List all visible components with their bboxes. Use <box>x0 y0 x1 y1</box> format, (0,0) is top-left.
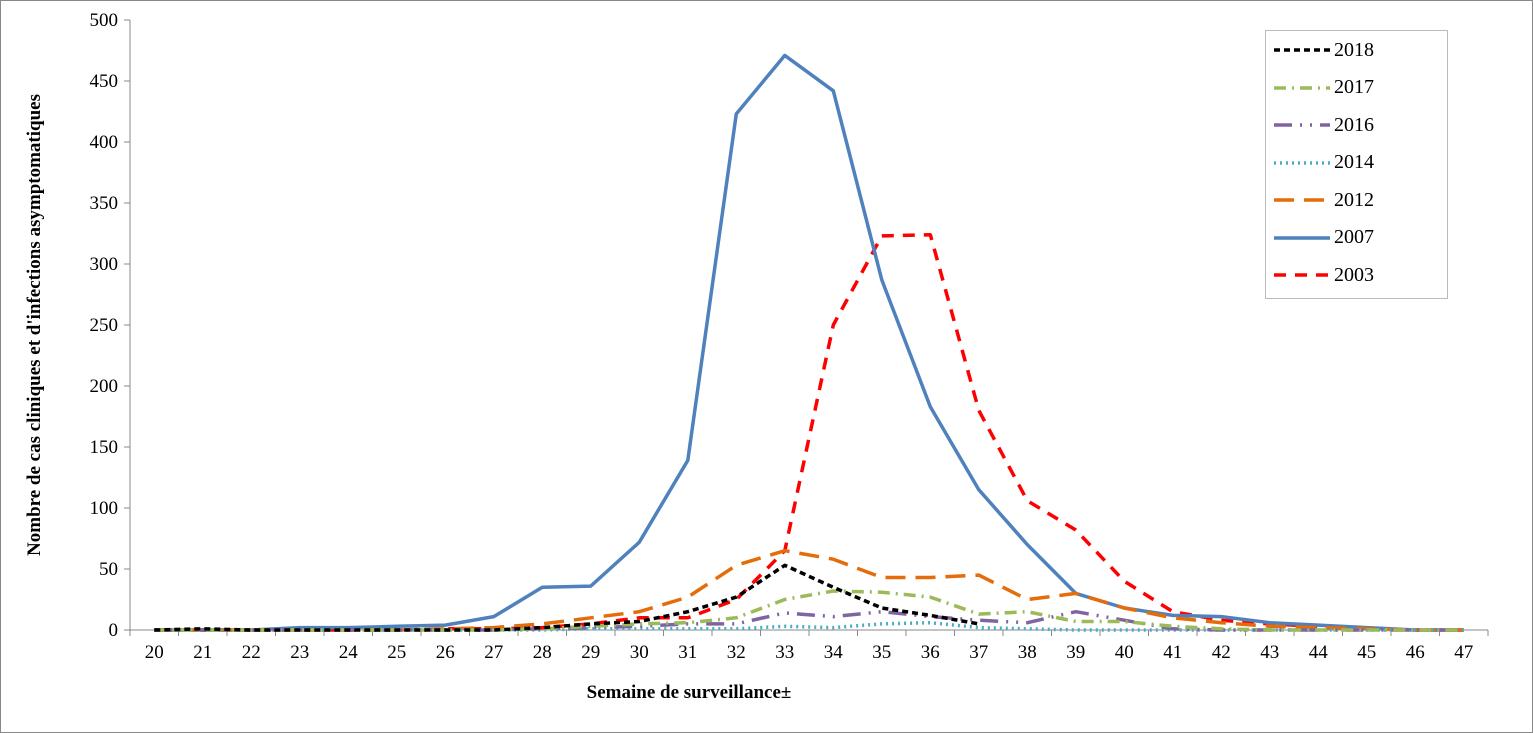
legend-item-2007: 2007 <box>1274 223 1374 253</box>
x-tick-label: 20 <box>145 642 164 663</box>
legend-item-2018: 2018 <box>1274 35 1374 65</box>
legend-swatch <box>1274 160 1330 165</box>
legend-label: 2007 <box>1334 226 1374 248</box>
legend-item-2003: 2003 <box>1274 260 1374 290</box>
y-tick-label: 400 <box>90 132 119 153</box>
y-tick-label: 50 <box>99 559 118 580</box>
x-tick-label: 41 <box>1163 642 1182 663</box>
legend-swatch <box>1274 273 1330 277</box>
legend: 2018 2017 2016 2014 2012 2007 2003 <box>1265 30 1448 299</box>
x-tick-label: 33 <box>775 642 794 663</box>
y-tick-label: 100 <box>90 498 119 519</box>
y-tick-label: 500 <box>90 10 119 31</box>
x-tick-label: 40 <box>1115 642 1134 663</box>
x-tick-label: 45 <box>1357 642 1376 663</box>
legend-item-2014: 2014 <box>1274 148 1374 178</box>
series-line-2017 <box>154 589 1464 632</box>
legend-swatch <box>1274 123 1330 127</box>
x-tick-label: 46 <box>1406 642 1425 663</box>
series-line-2014 <box>154 620 1464 632</box>
x-tick-label: 23 <box>290 642 309 663</box>
legend-label: 2014 <box>1334 151 1374 173</box>
x-tick-label: 39 <box>1066 642 1085 663</box>
series-line-2016 <box>154 609 1464 632</box>
x-tick-label: 36 <box>921 642 940 663</box>
y-tick-label: 450 <box>90 71 119 92</box>
legend-label: 2017 <box>1334 76 1374 98</box>
legend-label: 2003 <box>1334 263 1374 286</box>
x-tick-label: 27 <box>484 642 503 663</box>
legend-swatch <box>1274 48 1330 52</box>
y-axis-title: Nombre de cas cliniques et d'infections … <box>24 94 45 556</box>
x-tick-label: 35 <box>872 642 891 663</box>
series-line-2012 <box>154 548 1464 632</box>
y-tick-label: 350 <box>90 193 119 214</box>
legend-swatch <box>1274 85 1330 90</box>
y-tick-label: 200 <box>90 376 119 397</box>
x-tick-label: 26 <box>436 642 455 663</box>
x-tick-label: 25 <box>387 642 406 663</box>
legend-label: 2016 <box>1334 113 1374 136</box>
x-tick-label: 44 <box>1309 642 1329 663</box>
series-line-2007 <box>154 53 1464 632</box>
x-axis-title: Semaine de surveillance± <box>587 682 792 703</box>
x-tick-label: 43 <box>1260 642 1279 663</box>
legend-label: 2018 <box>1334 38 1374 61</box>
x-tick-label: 28 <box>533 642 552 663</box>
x-tick-label: 22 <box>242 642 261 663</box>
y-tick-label: 150 <box>90 437 119 458</box>
legend-item-2017: 2017 <box>1274 73 1374 103</box>
x-tick-label: 31 <box>678 642 697 663</box>
y-tick-label: 0 <box>109 620 119 641</box>
legend-item-2012: 2012 <box>1274 185 1374 215</box>
legend-item-2016: 2016 <box>1274 110 1374 140</box>
x-tick-label: 21 <box>193 642 212 663</box>
x-tick-label: 38 <box>1018 642 1037 663</box>
x-tick-label: 37 <box>969 642 988 663</box>
x-tick-label: 34 <box>824 642 844 663</box>
x-tick-label: 30 <box>630 642 649 663</box>
x-tick-label: 24 <box>339 642 359 663</box>
x-tick-label: 42 <box>1212 642 1231 663</box>
x-tick-label: 32 <box>727 642 746 663</box>
legend-swatch <box>1274 235 1330 240</box>
y-tick-label: 250 <box>90 315 119 336</box>
x-tick-label: 29 <box>581 642 600 663</box>
x-tick-label: 47 <box>1454 642 1473 663</box>
legend-swatch <box>1274 198 1330 202</box>
legend-label: 2012 <box>1334 188 1374 211</box>
y-tick-label: 300 <box>90 254 119 275</box>
series-line-2018 <box>154 563 980 632</box>
